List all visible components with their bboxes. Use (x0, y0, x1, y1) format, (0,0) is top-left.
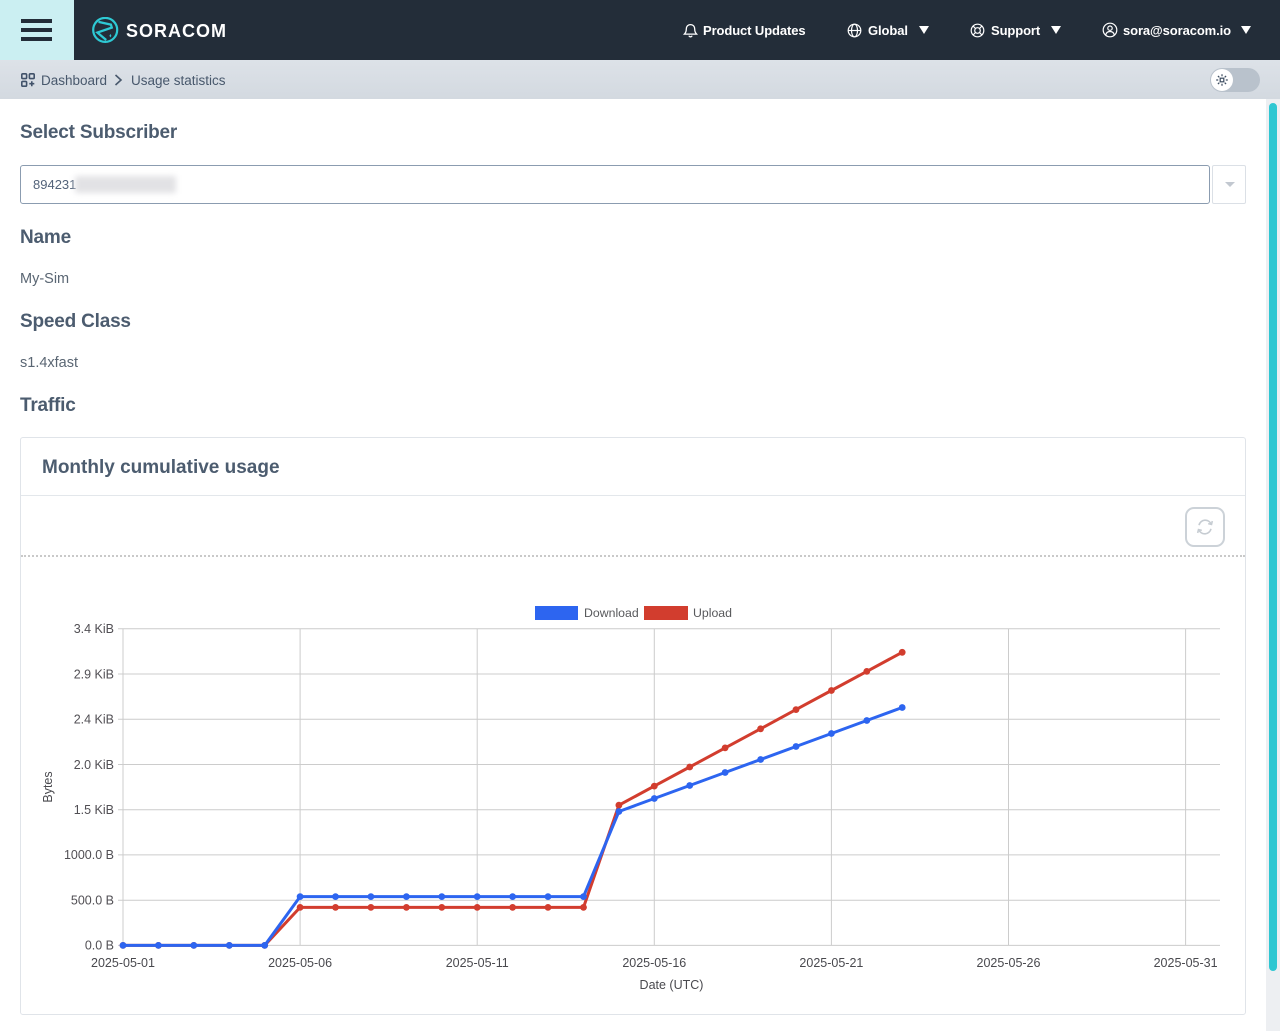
svg-text:1.5 KiB: 1.5 KiB (74, 803, 114, 817)
svg-text:500.0 B: 500.0 B (71, 893, 114, 907)
svg-text:Upload: Upload (693, 606, 732, 620)
svg-text:2025-05-11: 2025-05-11 (446, 956, 509, 970)
svg-text:1000.0 B: 1000.0 B (64, 848, 114, 862)
svg-text:2025-05-01: 2025-05-01 (91, 956, 155, 970)
svg-text:2025-05-21: 2025-05-21 (799, 956, 863, 970)
svg-text:2025-05-31: 2025-05-31 (1154, 956, 1218, 970)
svg-text:2.4 KiB: 2.4 KiB (74, 712, 114, 726)
svg-text:2.0 KiB: 2.0 KiB (74, 757, 114, 771)
svg-text:Download: Download (584, 606, 639, 620)
svg-text:3.4 KiB: 3.4 KiB (74, 622, 114, 636)
svg-text:2025-05-26: 2025-05-26 (977, 956, 1041, 970)
svg-text:2025-05-16: 2025-05-16 (622, 956, 686, 970)
svg-text:Date (UTC): Date (UTC) (640, 978, 704, 992)
svg-text:2025-05-06: 2025-05-06 (268, 956, 332, 970)
svg-text:0.0 B: 0.0 B (85, 938, 114, 952)
svg-text:Bytes: Bytes (41, 771, 55, 802)
svg-text:2.9 KiB: 2.9 KiB (74, 667, 114, 681)
